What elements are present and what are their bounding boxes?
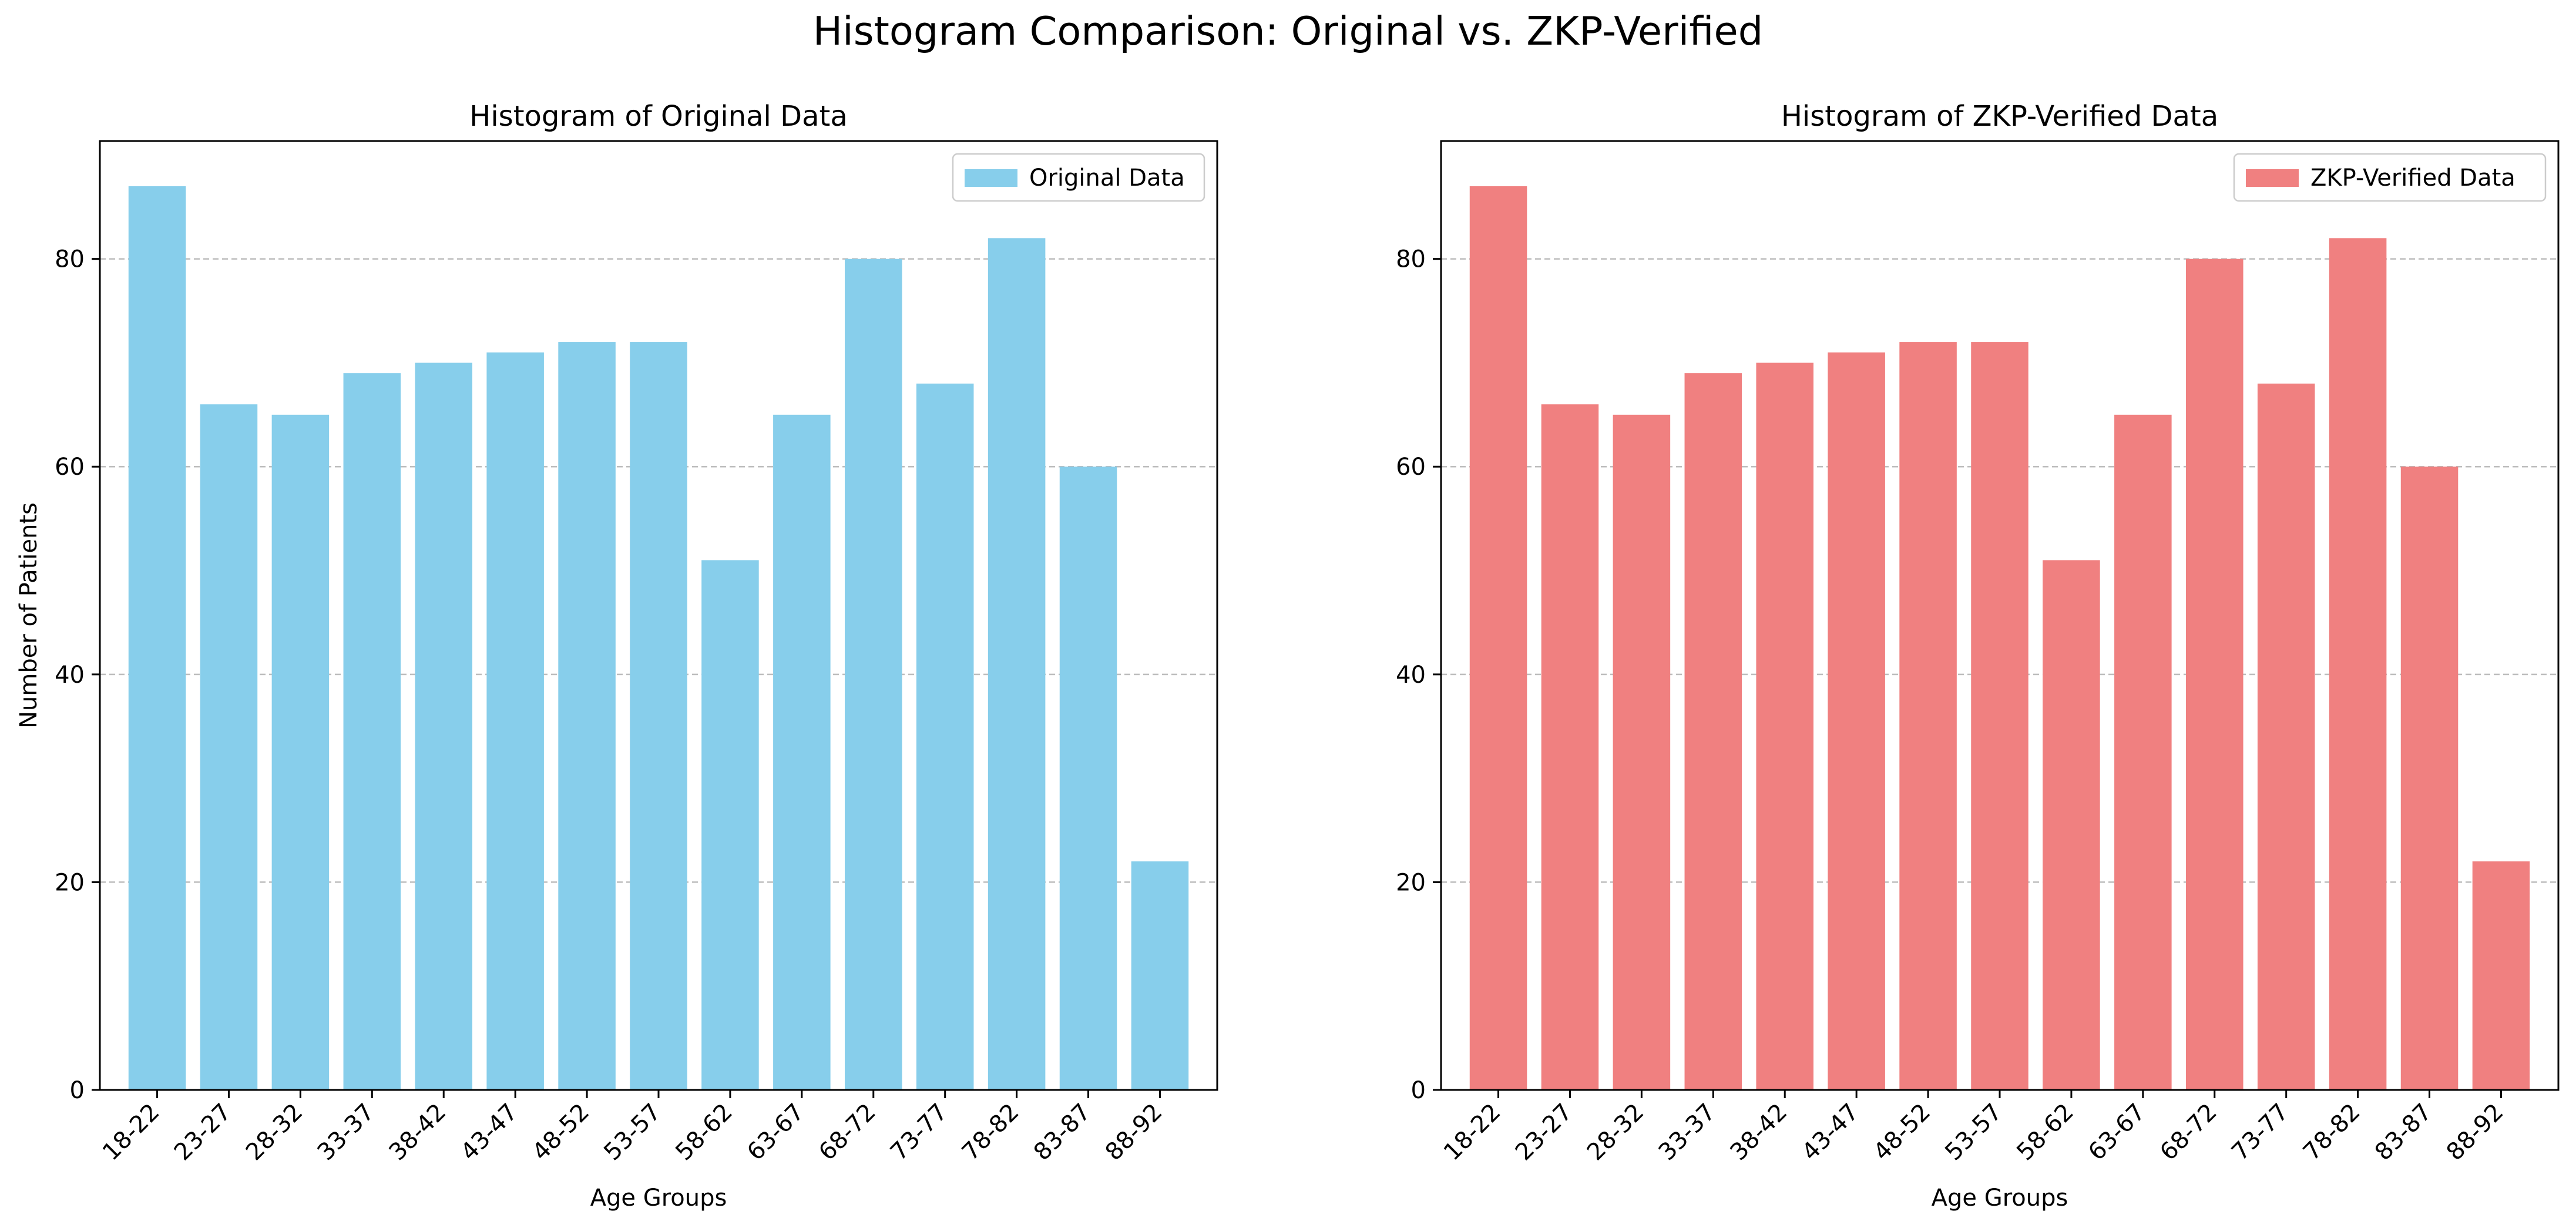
bar-38-42 xyxy=(415,363,472,1090)
y-tick-label: 80 xyxy=(55,246,85,273)
legend-swatch xyxy=(2246,169,2299,187)
bar-28-32 xyxy=(271,414,330,1090)
x-tick-label: 48-52 xyxy=(1868,1099,1936,1166)
x-tick-label: 18-22 xyxy=(98,1099,165,1166)
x-tick-label: 68-72 xyxy=(814,1099,881,1166)
x-axis-label: Age Groups xyxy=(1932,1185,2068,1212)
bar-58-62 xyxy=(701,560,759,1090)
bar-53-57 xyxy=(1971,342,2028,1091)
bar-68-72 xyxy=(2186,259,2243,1090)
x-tick-label: 58-62 xyxy=(670,1099,738,1166)
x-tick-label: 73-77 xyxy=(885,1099,953,1166)
x-tick-label: 23-27 xyxy=(169,1099,237,1166)
bar-88-92 xyxy=(1131,861,1189,1090)
legend-frame xyxy=(952,153,1205,202)
bar-33-37 xyxy=(1684,373,1742,1090)
x-tick-label: 48-52 xyxy=(527,1099,595,1166)
x-tick-label: 28-32 xyxy=(1582,1099,1650,1166)
bar-63-67 xyxy=(773,414,831,1090)
bar-73-77 xyxy=(2257,383,2315,1091)
x-tick-label: 33-37 xyxy=(313,1099,380,1166)
legend-label: ZKP-Verified Data xyxy=(2310,165,2515,192)
x-axis-label: Age Groups xyxy=(590,1185,727,1212)
y-tick-label: 0 xyxy=(1411,1077,1426,1104)
bar-88-92 xyxy=(2472,861,2530,1090)
y-tick-label: 60 xyxy=(55,454,85,481)
y-tick-label: 60 xyxy=(1396,454,1426,481)
bar-33-37 xyxy=(343,373,401,1090)
bar-78-82 xyxy=(988,238,1046,1090)
y-tick-label: 20 xyxy=(1396,869,1426,896)
x-tick-label: 78-82 xyxy=(2298,1099,2366,1166)
y-axis-label: Number of Patients xyxy=(15,502,42,729)
subplot-title: Histogram of ZKP-Verified Data xyxy=(1781,100,2218,133)
x-tick-label: 73-77 xyxy=(2226,1099,2294,1166)
legend-swatch xyxy=(965,169,1017,187)
bar-58-62 xyxy=(2043,560,2100,1090)
legend: Original Data xyxy=(952,153,1205,202)
x-tick-label: 38-42 xyxy=(384,1099,452,1166)
subplot-1: 0 20 40 60 80 18-22 23-27 28-32 33-37 38-42 43-47 4… xyxy=(15,100,1218,1212)
bar-83-87 xyxy=(1059,467,1117,1091)
x-tick-label: 68-72 xyxy=(2155,1099,2222,1166)
x-tick-label: 58-62 xyxy=(2011,1099,2079,1166)
y-tick-label: 40 xyxy=(1396,662,1426,689)
x-tick-label: 83-87 xyxy=(1029,1099,1096,1166)
x-tick-label: 63-67 xyxy=(2083,1099,2151,1166)
y-tick-label: 20 xyxy=(55,869,85,896)
x-tick-label: 23-27 xyxy=(1510,1099,1578,1166)
y-tick-label: 0 xyxy=(70,1077,85,1104)
x-tick-label: 28-32 xyxy=(241,1099,308,1166)
y-tick-label: 40 xyxy=(55,662,85,689)
subplot-2: 0 20 40 60 80 18-22 23-27 28-32 33-37 38-42 43-47 4… xyxy=(1396,100,2560,1212)
x-tick-label: 83-87 xyxy=(2370,1099,2437,1166)
legend-label: Original Data xyxy=(1029,165,1185,192)
x-tick-label: 18-22 xyxy=(1439,1099,1506,1166)
x-tick-label: 53-57 xyxy=(599,1099,666,1166)
figure-title: Histogram Comparison: Original vs. ZKP-V… xyxy=(812,8,1764,54)
x-tick-label: 63-67 xyxy=(742,1099,810,1166)
bar-78-82 xyxy=(2329,238,2387,1090)
legend: ZKP-Verified Data xyxy=(2233,153,2547,202)
bar-23-27 xyxy=(1541,404,1599,1090)
y-tick-label: 80 xyxy=(1396,246,1426,273)
bar-48-52 xyxy=(558,342,616,1091)
x-tick-label: 53-57 xyxy=(1940,1099,2007,1166)
bar-18-22 xyxy=(128,186,186,1090)
bar-38-42 xyxy=(1756,363,1813,1090)
bar-43-47 xyxy=(1828,352,1885,1090)
x-tick-label: 43-47 xyxy=(1797,1099,1865,1166)
bar-63-67 xyxy=(2114,414,2172,1090)
x-tick-label: 38-42 xyxy=(1725,1099,1793,1166)
x-tick-label: 88-92 xyxy=(2441,1099,2509,1166)
x-tick-label: 43-47 xyxy=(456,1099,523,1166)
x-tick-label: 78-82 xyxy=(957,1099,1025,1166)
bar-23-27 xyxy=(200,404,258,1090)
bar-73-77 xyxy=(916,383,974,1091)
bar-48-52 xyxy=(1899,342,1957,1091)
subplot-title: Histogram of Original Data xyxy=(469,100,847,133)
bar-18-22 xyxy=(1469,186,1527,1090)
x-tick-label: 33-37 xyxy=(1654,1099,1721,1166)
x-tick-label: 88-92 xyxy=(1100,1099,1168,1166)
bar-43-47 xyxy=(486,352,544,1090)
legend-frame xyxy=(2233,153,2547,202)
bar-68-72 xyxy=(845,259,902,1090)
bar-53-57 xyxy=(630,342,687,1091)
bar-28-32 xyxy=(1613,414,1671,1090)
bar-83-87 xyxy=(2400,467,2459,1091)
